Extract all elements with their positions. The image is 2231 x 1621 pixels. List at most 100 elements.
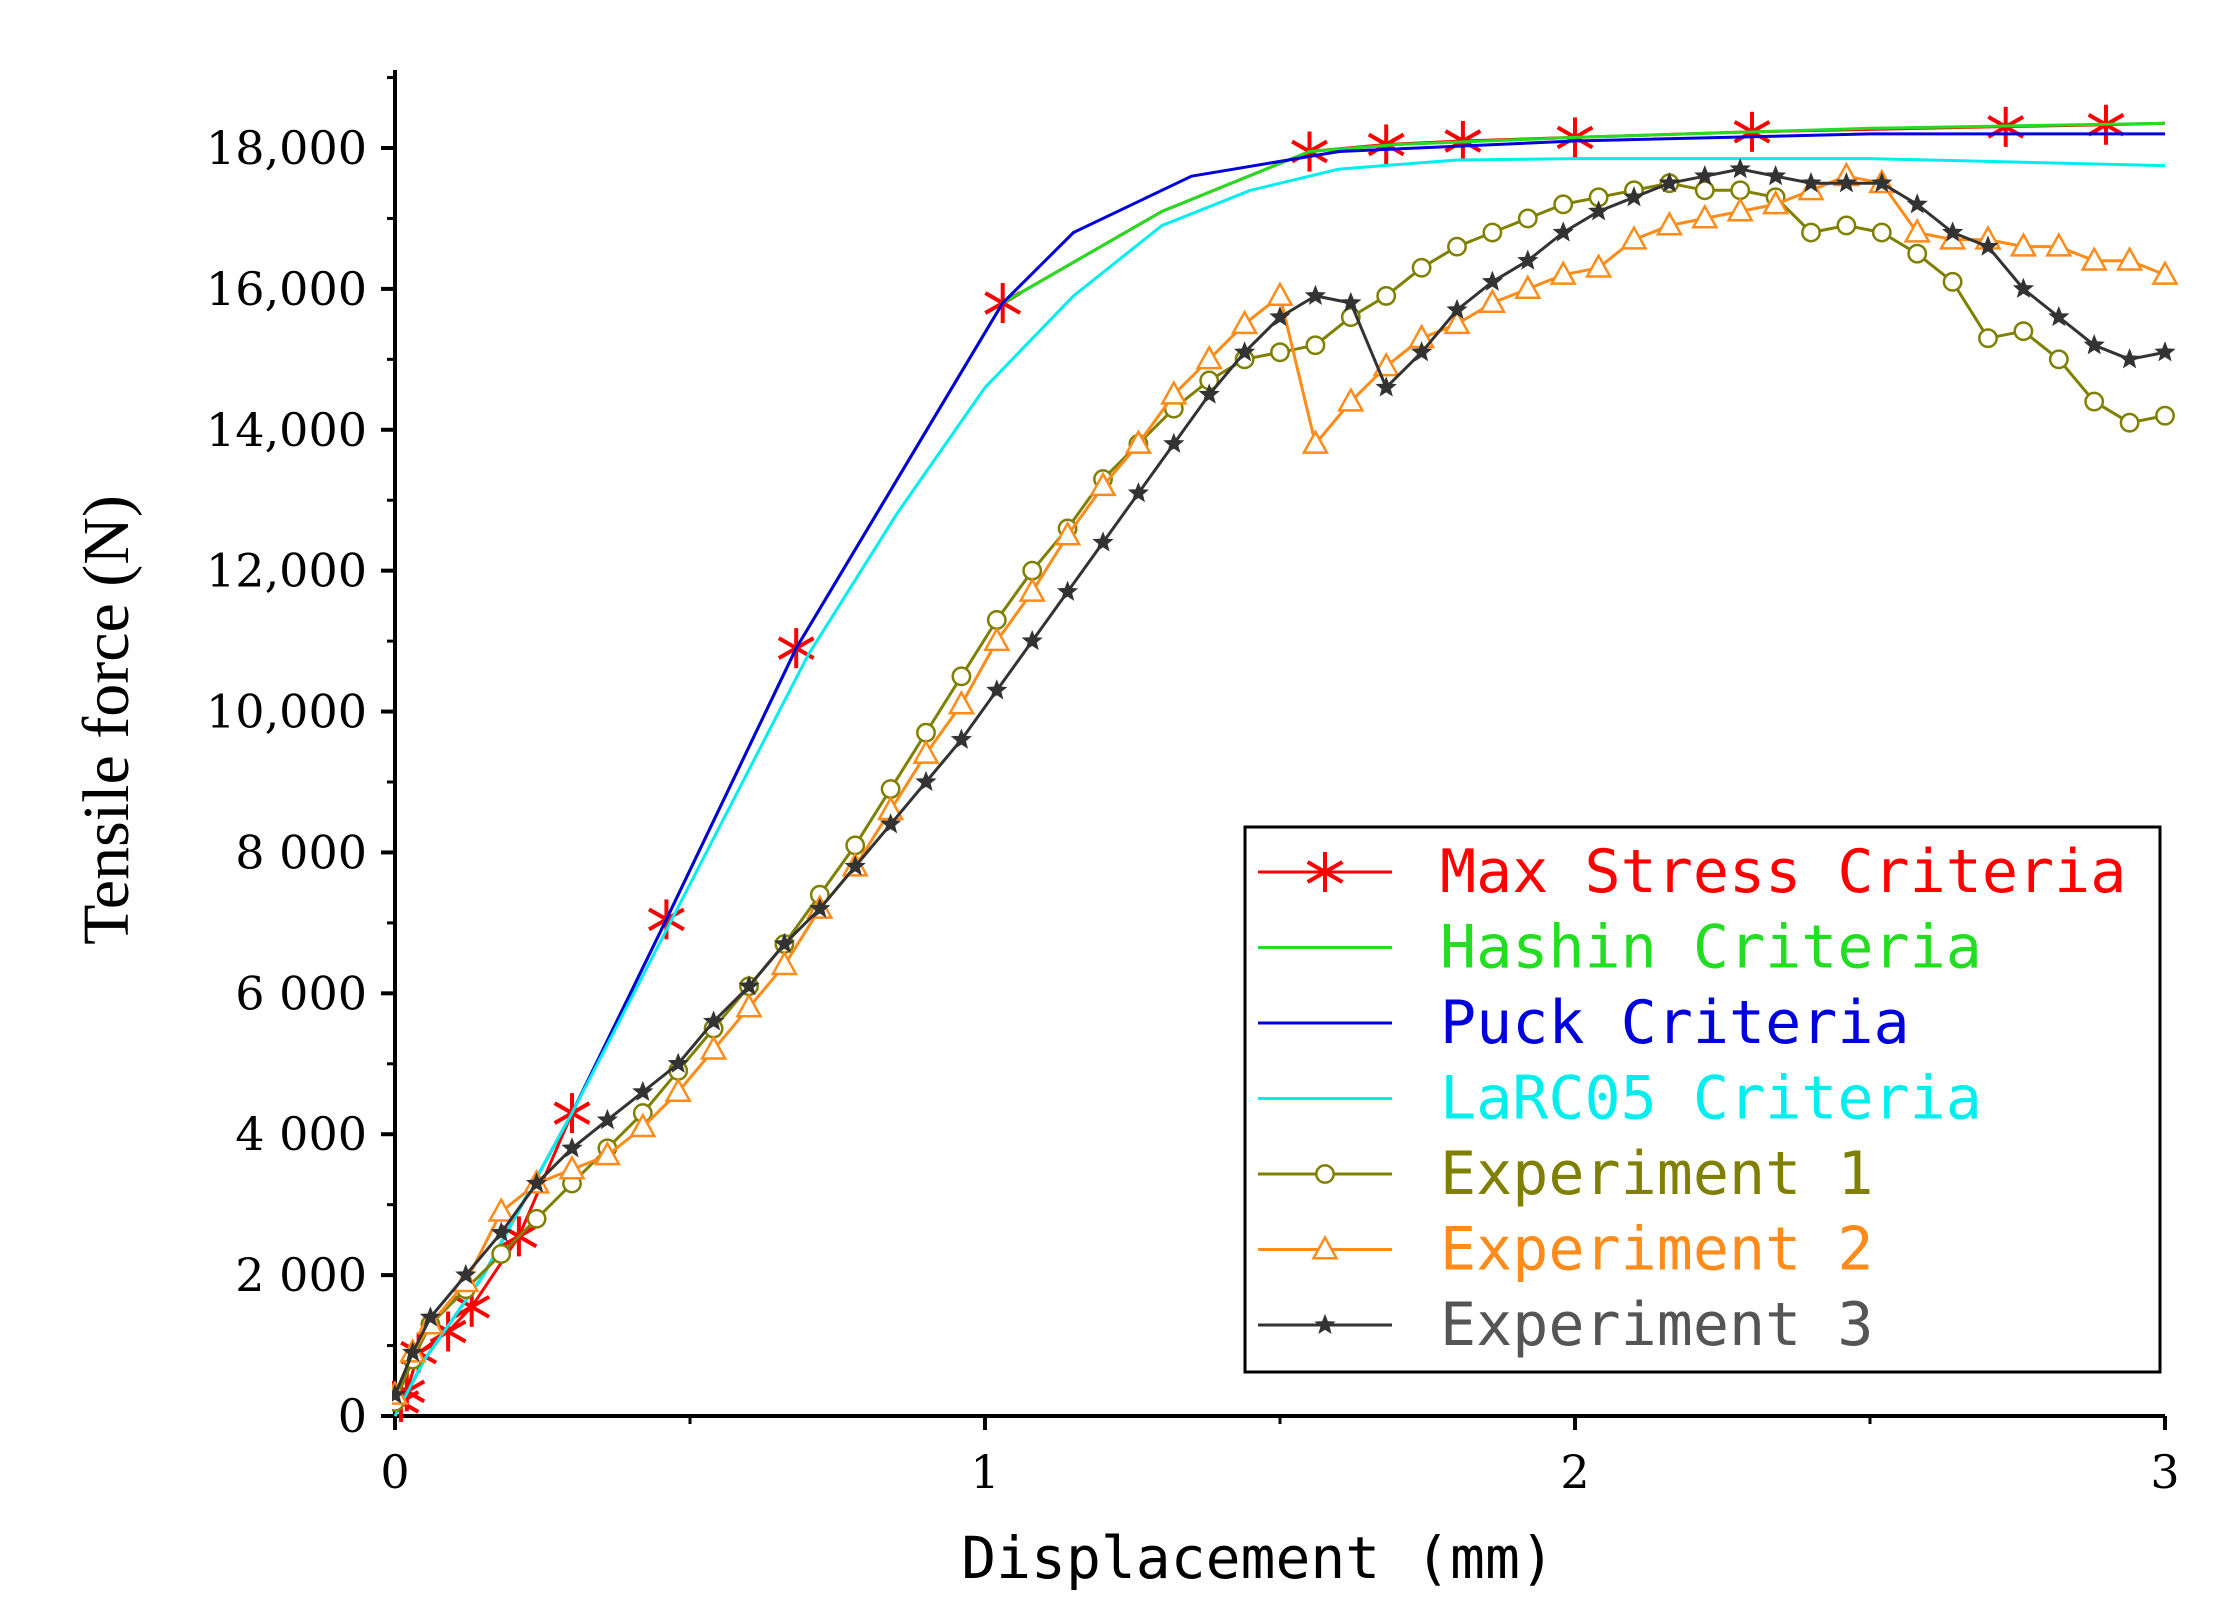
data-point bbox=[2155, 405, 2175, 426]
data-point bbox=[1801, 222, 1821, 243]
data-point bbox=[1764, 165, 1787, 186]
legend-item-max-stress-criteria: Max Stress Criteria bbox=[1258, 837, 2126, 907]
data-point bbox=[1270, 342, 1290, 363]
series-line-experiment-1 bbox=[393, 181, 2166, 1403]
legend-item-puck-criteria: Puck Criteria bbox=[1258, 988, 1910, 1058]
data-point bbox=[1410, 341, 1433, 362]
data-point bbox=[667, 1052, 689, 1073]
data-point bbox=[1056, 580, 1079, 601]
data-point bbox=[1549, 260, 1577, 285]
data-point bbox=[770, 950, 799, 976]
legend-label: Experiment 2 bbox=[1440, 1215, 1873, 1285]
data-point bbox=[1655, 210, 1684, 236]
data-point bbox=[2009, 232, 2038, 257]
data-point bbox=[1375, 376, 1397, 397]
data-point bbox=[1089, 471, 1117, 497]
data-point bbox=[402, 1341, 424, 1362]
data-point bbox=[1233, 341, 1256, 362]
data-point bbox=[1584, 253, 1613, 278]
data-point bbox=[1729, 157, 1751, 179]
data-point bbox=[2048, 305, 2070, 327]
data-point bbox=[2115, 246, 2144, 271]
data-point bbox=[845, 835, 866, 856]
data-point bbox=[2013, 321, 2034, 342]
data-point bbox=[915, 770, 937, 792]
legend-marker bbox=[1311, 1234, 1339, 1260]
data-point bbox=[1761, 189, 1790, 215]
data-point bbox=[1658, 172, 1681, 193]
y-tick-label: 0 bbox=[338, 1389, 367, 1443]
data-point bbox=[1195, 344, 1223, 370]
series-experiment-3 bbox=[392, 157, 2176, 1404]
data-point bbox=[1021, 629, 1043, 651]
data-point bbox=[1301, 429, 1330, 454]
data-point bbox=[1481, 270, 1504, 291]
data-point bbox=[1092, 531, 1114, 552]
data-point bbox=[1726, 196, 1754, 222]
data-point bbox=[526, 1208, 547, 1229]
x-tick-label: 2 bbox=[1560, 1445, 1589, 1499]
data-point bbox=[1552, 221, 1574, 242]
data-point bbox=[983, 626, 1011, 652]
data-point bbox=[1447, 236, 1467, 257]
data-point bbox=[2083, 334, 2105, 355]
y-tick-label: 16,000 bbox=[206, 262, 367, 316]
data-point bbox=[1903, 217, 1931, 243]
data-point bbox=[2012, 277, 2035, 298]
data-point bbox=[1337, 387, 1365, 412]
y-axis-title: Tensile force (N) bbox=[70, 495, 143, 945]
data-point bbox=[1482, 222, 1503, 243]
legend-marker bbox=[1306, 852, 1344, 892]
data-point bbox=[1941, 221, 1964, 242]
data-point bbox=[912, 739, 940, 764]
y-tick-label: 12,000 bbox=[206, 544, 367, 598]
data-point bbox=[1022, 560, 1043, 581]
data-point bbox=[773, 932, 796, 954]
data-point bbox=[1800, 172, 1822, 193]
data-point bbox=[1938, 224, 1967, 250]
data-point bbox=[879, 813, 902, 834]
data-point bbox=[487, 1197, 515, 1222]
data-point bbox=[1340, 291, 1362, 313]
data-point bbox=[1978, 328, 1998, 349]
data-point bbox=[2154, 341, 2176, 362]
legend-label: Max Stress Criteria bbox=[1440, 837, 2126, 907]
y-tick-label: 2 000 bbox=[235, 1248, 367, 1302]
data-point bbox=[702, 1010, 725, 1031]
legend-label: Experiment 1 bbox=[1440, 1139, 1873, 1209]
series-layer bbox=[392, 104, 2179, 1422]
data-point bbox=[419, 1306, 442, 1327]
data-point bbox=[2151, 260, 2179, 285]
data-point bbox=[1942, 271, 1963, 292]
data-point bbox=[629, 1112, 657, 1138]
data-point bbox=[1411, 257, 1432, 278]
data-point bbox=[2045, 232, 2073, 257]
data-point bbox=[1694, 165, 1716, 186]
data-point bbox=[951, 666, 972, 687]
data-point bbox=[950, 728, 973, 749]
data-point bbox=[1514, 274, 1542, 299]
data-point bbox=[1835, 172, 1858, 193]
x-axis-title: Displacement (mm) bbox=[961, 1524, 1555, 1592]
data-point bbox=[1623, 186, 1645, 207]
legend-box bbox=[1243, 825, 2162, 1374]
data-point bbox=[1198, 383, 1220, 404]
legend-marker bbox=[1314, 1313, 1336, 1335]
axes: 0 2 000 4 000 6 000 8 000 10,000 12,000 14,000 1… bbox=[206, 70, 2180, 1499]
data-point bbox=[1305, 335, 1326, 356]
y-tick-label: 10,000 bbox=[206, 685, 367, 739]
data-point bbox=[1018, 577, 1046, 602]
data-point bbox=[986, 610, 1007, 630]
y-tick-label: 4 000 bbox=[235, 1107, 367, 1161]
data-point bbox=[1871, 222, 1892, 243]
data-point bbox=[1730, 180, 1751, 201]
y-tick-label: 6 000 bbox=[235, 966, 367, 1020]
data-point bbox=[596, 1108, 619, 1130]
data-point bbox=[491, 1244, 512, 1264]
data-point bbox=[2084, 391, 2105, 412]
legend-label: Puck Criteria bbox=[1440, 988, 1910, 1058]
x-tick-label: 0 bbox=[380, 1445, 409, 1499]
data-point bbox=[1124, 429, 1153, 454]
data-point bbox=[1269, 305, 1291, 327]
x-tick-label: 1 bbox=[970, 1445, 999, 1499]
